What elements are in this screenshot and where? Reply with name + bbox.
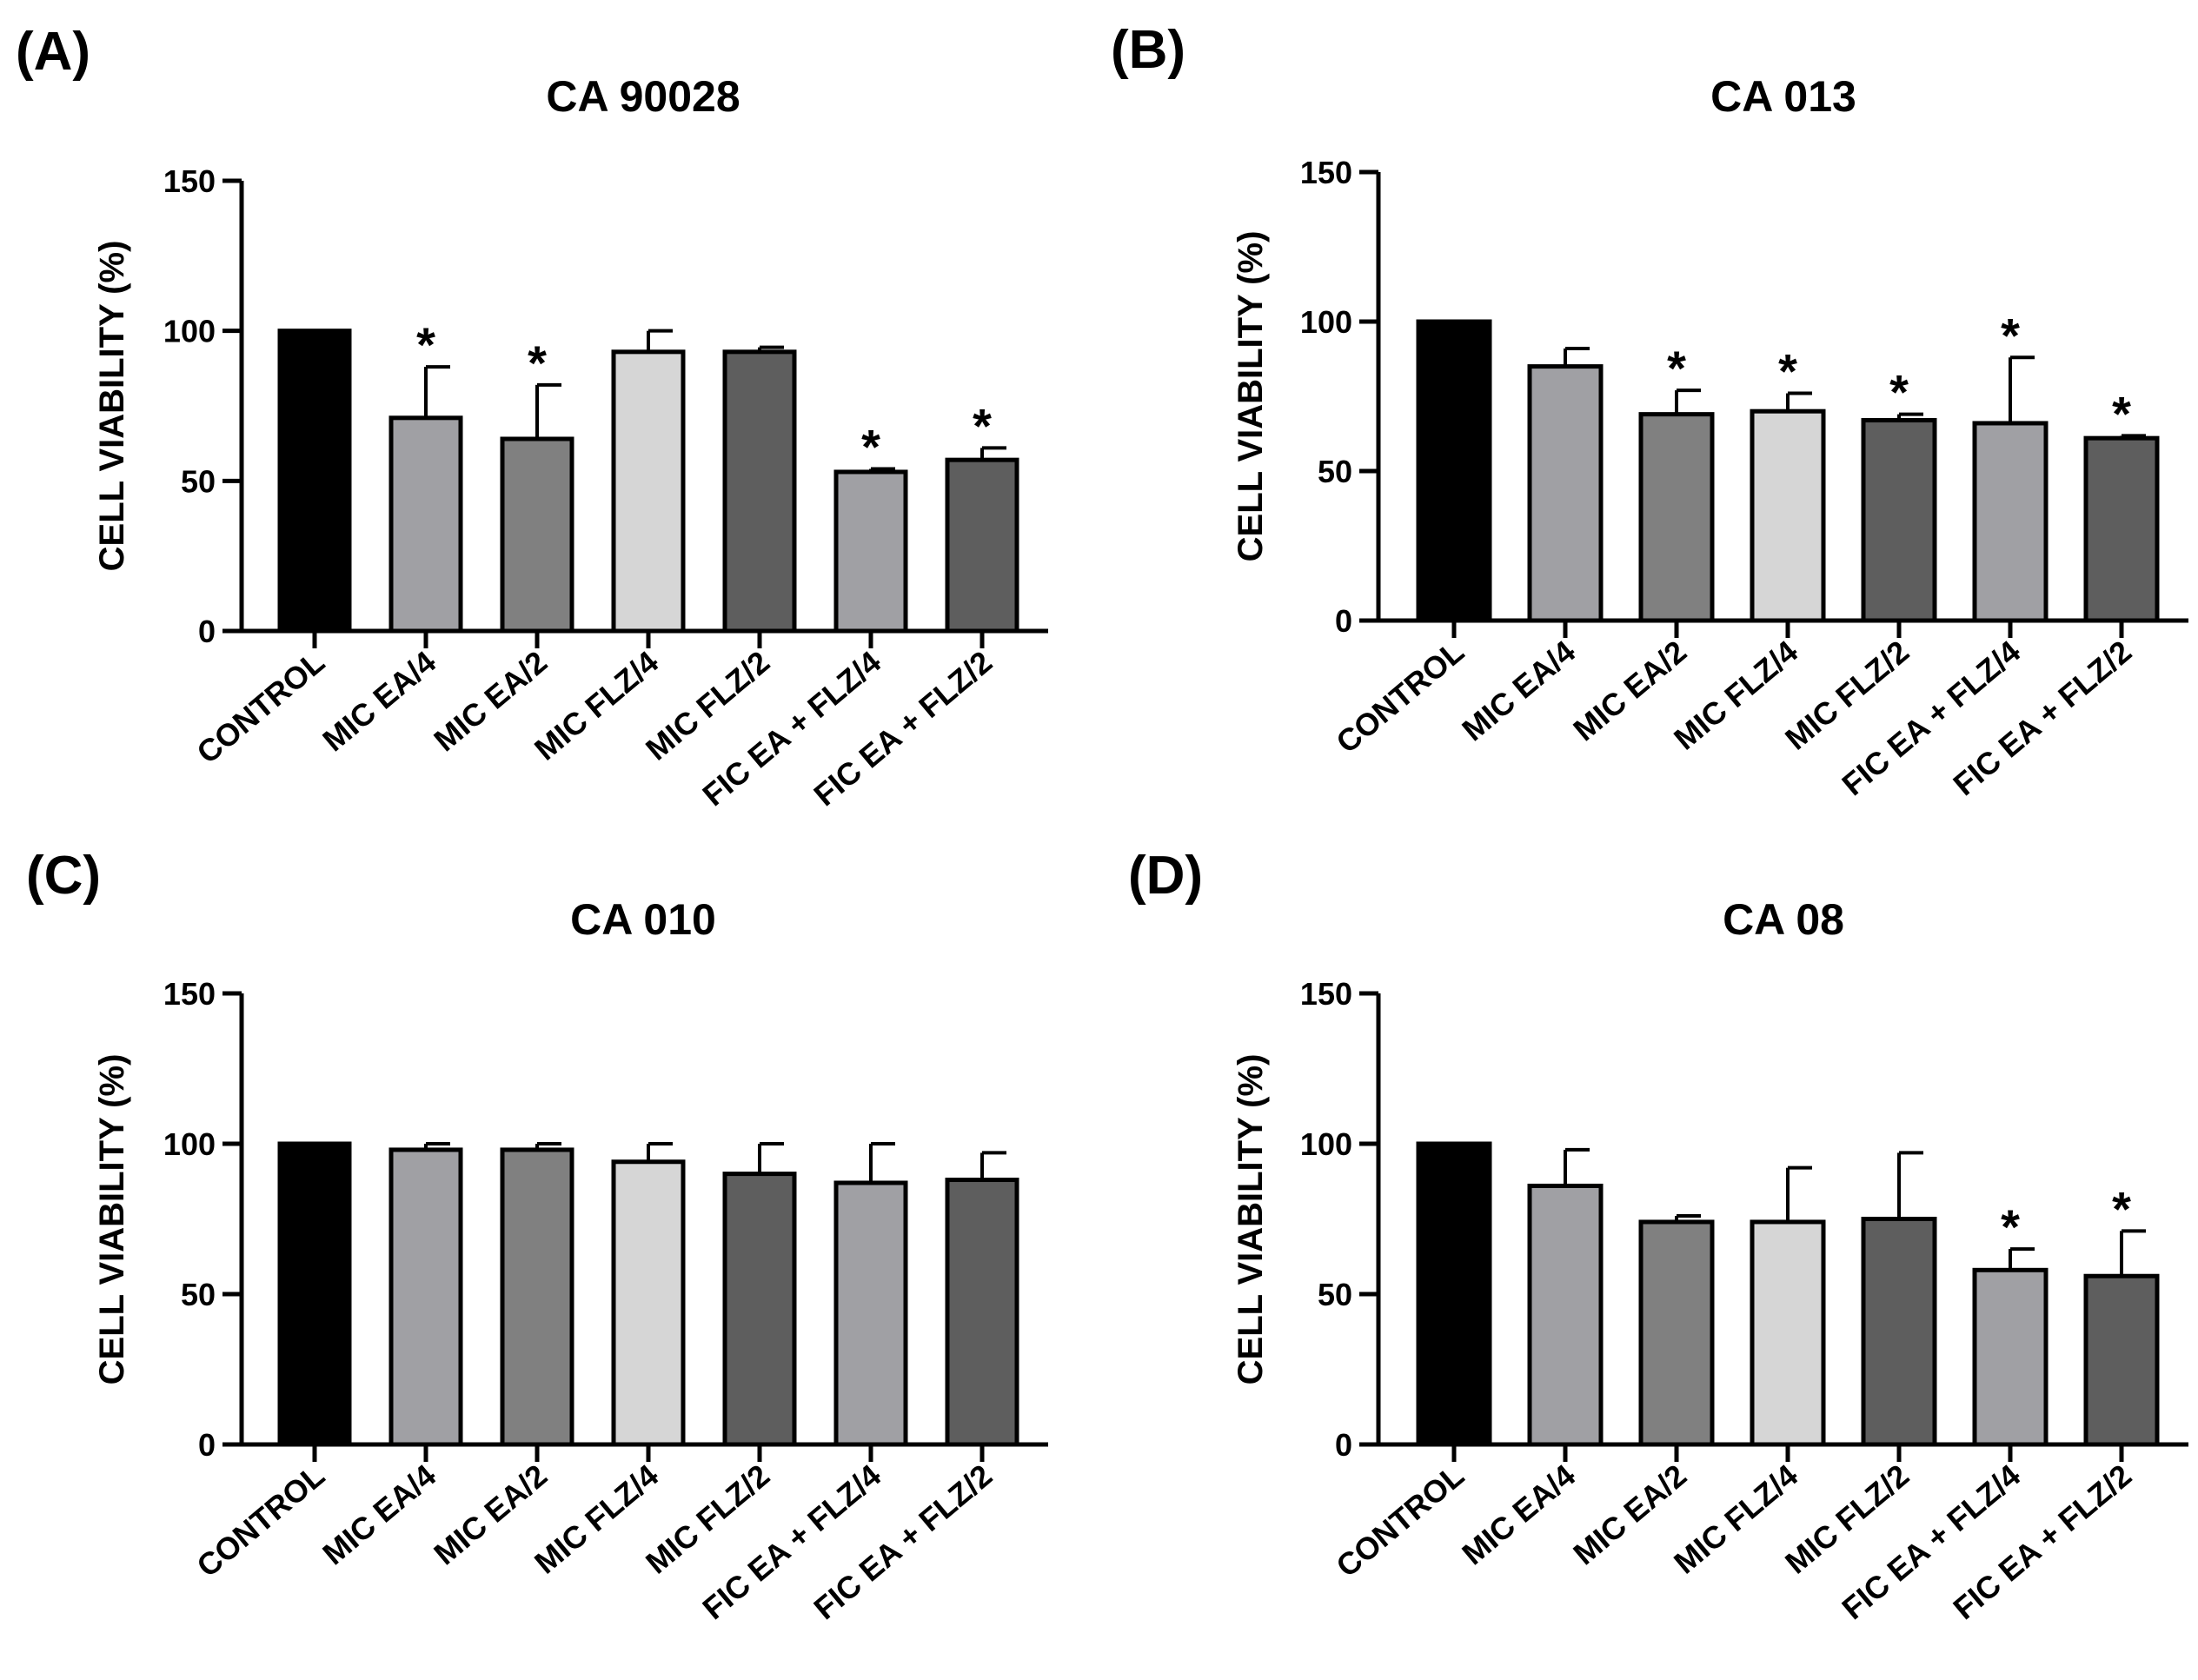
bar (1750, 408, 1826, 623)
y-tick-label: 150 (1300, 155, 1352, 190)
significance-marker: * (1667, 341, 1686, 395)
bar (1972, 1267, 2049, 1447)
bar (722, 349, 797, 634)
x-tick-label: CONTROL (189, 644, 331, 771)
y-tick-label: 150 (1300, 976, 1352, 1012)
significance-marker: * (528, 335, 547, 390)
x-tick-label: CONTROL (1329, 1458, 1471, 1584)
bar (1638, 412, 1715, 623)
bar (945, 1178, 1019, 1447)
y-tick-label: 0 (198, 1427, 216, 1463)
bar (388, 1147, 463, 1447)
panel-letter: (B) (1111, 20, 1185, 80)
chart-title: CA 010 (570, 895, 716, 944)
x-tick-label: MIC FLZ/4 (528, 644, 665, 767)
bar (1416, 319, 1492, 623)
y-tick-label: 50 (181, 463, 216, 499)
bar (277, 329, 352, 634)
bar (1972, 421, 2049, 623)
x-tick-label: MIC EA/4 (1455, 1458, 1582, 1572)
chart-title: CA 90028 (546, 72, 740, 121)
y-tick-label: 100 (163, 1126, 216, 1162)
bar (277, 1141, 352, 1447)
y-tick-label: 0 (1335, 603, 1352, 639)
x-tick-label: CONTROL (189, 1458, 331, 1584)
bar (611, 349, 686, 634)
y-tick-label: 0 (1335, 1427, 1352, 1463)
y-tick-label: 50 (1318, 454, 1352, 489)
y-tick-label: 100 (163, 314, 216, 349)
significance-marker: * (973, 398, 992, 453)
bar (1861, 1217, 1937, 1447)
x-tick-label: MIC EA/4 (315, 644, 442, 759)
x-tick-label: MIC FLZ/4 (1667, 1458, 1804, 1581)
significance-marker: * (1778, 344, 1797, 399)
significance-marker: * (2112, 1181, 2131, 1236)
x-tick-label: MIC EA/4 (315, 1458, 442, 1572)
panel-letter: (C) (26, 846, 101, 906)
bar (611, 1159, 686, 1447)
bar (833, 469, 908, 634)
significance-marker: * (416, 317, 435, 372)
significance-marker: * (1889, 365, 1909, 420)
y-tick-label: 100 (1300, 304, 1352, 340)
panel-letter: (A) (16, 22, 90, 82)
bar (722, 1172, 797, 1447)
chart-title: CA 08 (1723, 895, 1844, 944)
y-axis-label: CELL VIABILITY (%) (1232, 1054, 1270, 1385)
chart-title: CA 013 (1710, 72, 1856, 121)
bar (2083, 435, 2160, 623)
y-axis-label: CELL VIABILITY (%) (93, 1054, 131, 1385)
y-tick-label: 100 (1300, 1126, 1352, 1162)
bar (1527, 1183, 1604, 1447)
x-tick-label: CONTROL (1329, 634, 1471, 760)
bar (388, 415, 463, 634)
bar (1750, 1219, 1826, 1447)
bar (1416, 1141, 1492, 1447)
panel-d: (D) CA 08 CELL VIABILITY (%) 0 50 100 150 CONTR… (1128, 846, 2188, 1626)
bar (2083, 1273, 2160, 1447)
y-axis-label: CELL VIABILITY (%) (93, 241, 131, 572)
bar (500, 436, 574, 634)
x-tick-label: MIC EA/4 (1455, 634, 1582, 748)
y-tick-label: 50 (1318, 1277, 1352, 1312)
panel-c: (C) CA 010 CELL VIABILITY (%) 0 50 100 150 CONT… (26, 846, 1048, 1626)
y-tick-label: 150 (163, 163, 216, 199)
y-tick-label: 0 (198, 614, 216, 649)
x-tick-label: MIC FLZ/4 (528, 1458, 665, 1581)
significance-marker: * (2001, 308, 2020, 362)
panel-letter: (D) (1128, 846, 1203, 906)
panel-a: (A) CA 90028 CELL VIABILITY (%) 0 50 100 150 CO… (16, 22, 1048, 813)
significance-marker: * (861, 420, 880, 475)
bar (1638, 1219, 1715, 1447)
y-axis-label: CELL VIABILITY (%) (1232, 231, 1270, 562)
panel-b: (B) CA 013 CELL VIABILITY (%) 0 50 100 150 CONT… (1111, 20, 2188, 802)
significance-marker: * (2001, 1199, 2020, 1254)
x-tick-label: MIC FLZ/4 (1667, 634, 1804, 757)
bar (500, 1147, 574, 1447)
y-tick-label: 150 (163, 976, 216, 1012)
y-tick-label: 50 (181, 1277, 216, 1312)
bar (1861, 418, 1937, 623)
bar (945, 457, 1019, 634)
bar (1527, 364, 1604, 623)
bar (833, 1180, 908, 1447)
significance-marker: * (2112, 386, 2131, 441)
